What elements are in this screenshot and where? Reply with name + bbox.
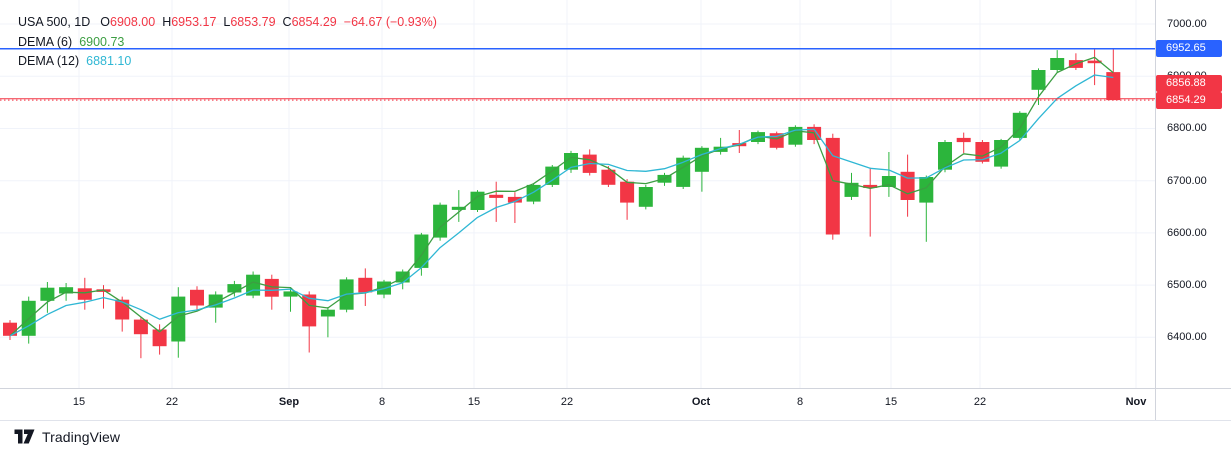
chart-legend: USA 500, 1D O6908.00 H6953.17 L6853.79 C… xyxy=(18,13,437,72)
price-tick-label: 6800.00 xyxy=(1167,122,1207,135)
time-tick-label: 15 xyxy=(467,396,481,408)
price-tick-label: 6700.00 xyxy=(1167,174,1207,187)
footer-separator xyxy=(0,420,1231,421)
price-level-badge[interactable]: 6856.88 xyxy=(1156,74,1222,92)
dema12-value: 6881.10 xyxy=(86,54,132,68)
candlestick-chart xyxy=(0,0,1155,388)
time-tick-label: 22 xyxy=(560,396,574,408)
price-level-badge[interactable]: 6854.29 xyxy=(1156,91,1222,109)
tradingview-logo-icon xyxy=(14,429,35,444)
price-tick-label: 6600.00 xyxy=(1167,226,1207,239)
time-axis[interactable]: 15 22 Sep 8 15 22 Oct 8 15 22 Nov xyxy=(0,389,1155,420)
dema6-label: DEMA (6) xyxy=(18,34,73,49)
high-value: H6953.17 xyxy=(162,15,217,29)
price-chart-pane[interactable]: USA 500, 1D O6908.00 H6953.17 L6853.79 C… xyxy=(0,0,1155,388)
time-tick-label: 22 xyxy=(973,396,987,408)
time-tick-label: Oct xyxy=(691,396,711,408)
price-tick-label: 6500.00 xyxy=(1167,279,1207,292)
time-tick-label: 8 xyxy=(796,396,804,408)
indicator-legend-row-dema6[interactable]: DEMA (6) 6900.73 xyxy=(18,33,437,53)
time-tick-label: 15 xyxy=(72,396,86,408)
price-tick-label: 7000.00 xyxy=(1167,18,1207,31)
dema6-value: 6900.73 xyxy=(79,34,125,49)
time-tick-label: Sep xyxy=(278,396,300,408)
time-tick-label: 15 xyxy=(884,396,898,408)
price-tick-label: 6400.00 xyxy=(1167,331,1207,344)
price-axis[interactable]: 7000.006900.006800.006700.006600.006500.… xyxy=(1156,0,1231,420)
tradingview-logo-text: TradingView xyxy=(42,428,121,445)
price-axis-separator xyxy=(1155,0,1156,420)
dema12-label: DEMA (12) xyxy=(18,54,80,68)
close-value: C6854.29 xyxy=(282,15,337,29)
price-level-badge[interactable]: 6952.65 xyxy=(1156,40,1222,58)
symbol-title: USA 500, 1D xyxy=(18,15,91,29)
time-tick-label: 8 xyxy=(378,396,386,408)
time-axis-separator xyxy=(0,388,1231,389)
symbol-legend-row[interactable]: USA 500, 1D O6908.00 H6953.17 L6853.79 C… xyxy=(18,13,437,33)
indicator-legend-row-dema12[interactable]: DEMA (12) 6881.10 xyxy=(18,52,437,72)
change-value: −64.67 (−0.93%) xyxy=(343,15,437,29)
footer-bar: TradingView xyxy=(0,421,1231,452)
low-value: L6853.79 xyxy=(223,15,276,29)
time-tick-label: 22 xyxy=(165,396,179,408)
tradingview-logo-link[interactable]: TradingView xyxy=(14,429,120,445)
open-value: O6908.00 xyxy=(100,15,156,29)
time-tick-label: Nov xyxy=(1125,396,1147,408)
